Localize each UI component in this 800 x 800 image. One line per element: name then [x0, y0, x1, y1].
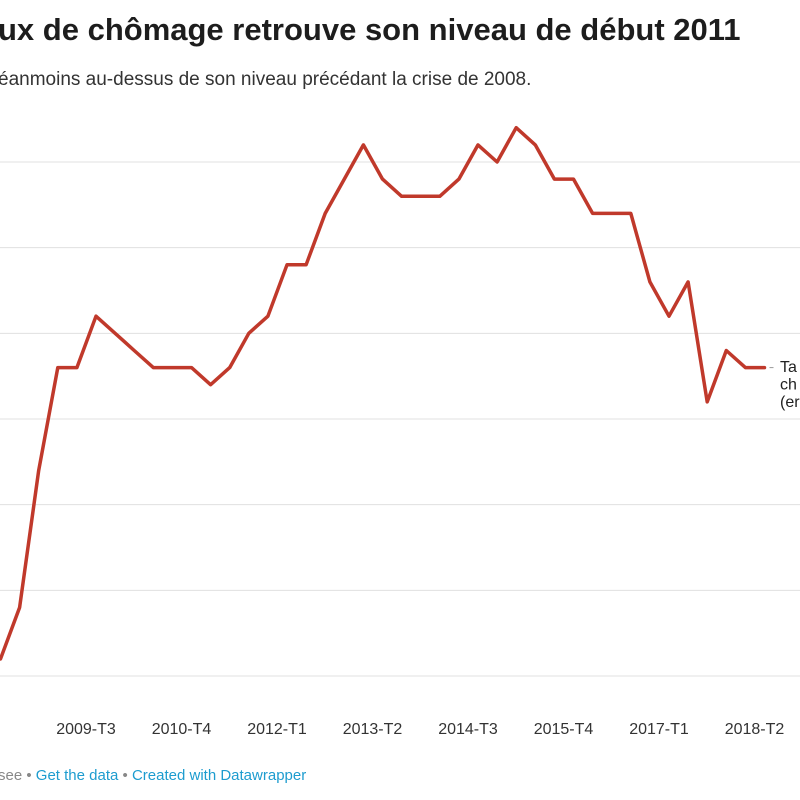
footer: see • Get the data • Created with Datawr…	[0, 767, 306, 784]
x-tick-label: 2014-T3	[438, 721, 498, 738]
plot	[0, 125, 774, 661]
x-tick-label: 2015-T4	[534, 721, 594, 738]
footer-link[interactable]: Get the data	[36, 767, 119, 784]
grid	[0, 161, 800, 677]
x-tick-label: 2013-T2	[343, 721, 403, 738]
x-tick-label: 2010-T4	[152, 721, 212, 738]
x-tick-label: 2009-T3	[56, 721, 116, 738]
chart-subtitle: éanmoins au-dessus de son niveau précéda…	[0, 69, 531, 90]
chart-title: ux de chômage retrouve son niveau de déb…	[0, 12, 741, 47]
footer-source: see	[0, 767, 22, 784]
x-tick-label: 2017-T1	[629, 721, 689, 738]
data-line	[0, 125, 767, 661]
annotation-text: Ta	[780, 359, 797, 376]
x-tick-label: 2012-T1	[247, 721, 307, 738]
annotation-text: ch	[780, 376, 797, 393]
footer-separator: •	[123, 767, 128, 784]
annotation-text: (er	[780, 394, 800, 411]
x-tick-label: 2018-T2	[725, 721, 785, 738]
footer-link[interactable]: Created with Datawrapper	[132, 767, 306, 784]
footer-separator: •	[26, 767, 31, 784]
